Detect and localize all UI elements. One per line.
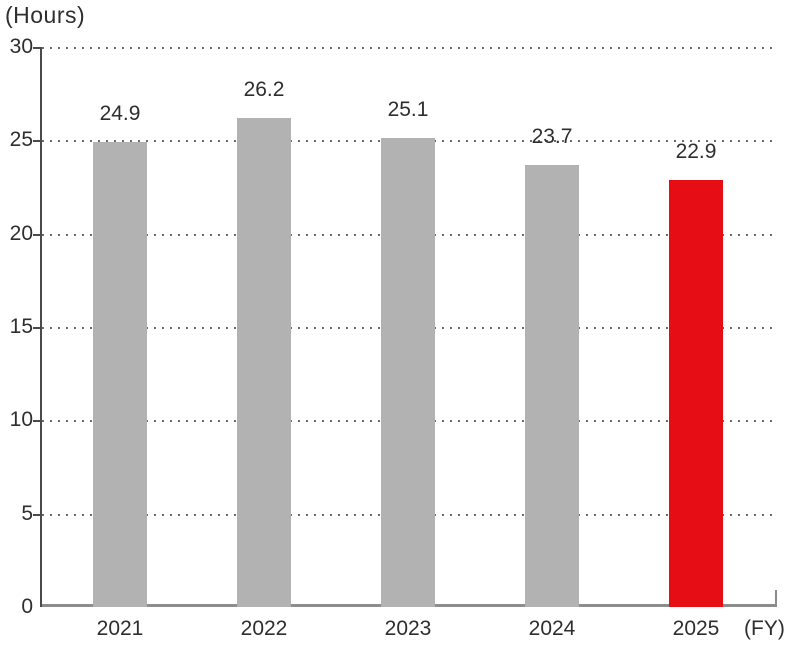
y-axis-unit-label: (Hours) xyxy=(5,2,86,28)
bar-value-label-2025: 22.9 xyxy=(675,139,717,163)
bar-value-label-2023: 25.1 xyxy=(387,98,429,122)
x-tick-label-2021: 2021 xyxy=(96,617,144,640)
bar-2021 xyxy=(93,142,147,607)
y-tick-label-20: 20 xyxy=(9,221,33,245)
x-tick-label-2023: 2023 xyxy=(384,617,432,640)
y-axis-tick-20 xyxy=(33,233,42,236)
y-axis-tick-25 xyxy=(33,140,42,143)
y-tick-label-5: 5 xyxy=(21,501,33,525)
bar-2022 xyxy=(237,117,291,607)
y-tick-label-30: 30 xyxy=(9,35,33,58)
y-axis-tick-30 xyxy=(33,47,42,49)
gridline-30 xyxy=(42,47,775,49)
x-tick-label-2022: 2022 xyxy=(240,617,288,640)
x-tick-label-2024: 2024 xyxy=(528,617,576,640)
y-axis-tick-15 xyxy=(33,327,42,329)
bar-2023 xyxy=(381,138,435,607)
bar-2025 xyxy=(669,179,723,607)
y-tick-label-10: 10 xyxy=(9,408,33,432)
bar-value-label-2021: 24.9 xyxy=(99,102,141,126)
bar-value-label-2024: 23.7 xyxy=(531,124,573,148)
y-tick-label-0: 0 xyxy=(21,595,33,618)
y-axis-tick-5 xyxy=(33,513,42,516)
x-axis-unit-label: (FY) xyxy=(744,617,785,640)
bar-2024 xyxy=(525,164,579,607)
y-axis-tick-10 xyxy=(33,420,42,423)
x-axis-end-tick xyxy=(775,590,777,607)
y-tick-label-15: 15 xyxy=(9,315,33,338)
plot-area: 24.9 26.2 25.1 23.7 22.9 xyxy=(33,47,777,607)
bar-value-label-2022: 26.2 xyxy=(243,77,285,101)
y-tick-label-25: 25 xyxy=(9,128,33,152)
x-tick-label-2025: 2025 xyxy=(672,617,720,640)
